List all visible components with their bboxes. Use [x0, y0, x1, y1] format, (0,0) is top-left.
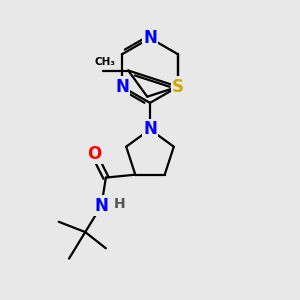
- Text: N: N: [143, 29, 157, 47]
- Text: N: N: [115, 78, 129, 96]
- Text: S: S: [172, 78, 184, 96]
- Text: CH₃: CH₃: [94, 57, 115, 67]
- Text: N: N: [143, 120, 157, 138]
- Text: O: O: [87, 145, 101, 163]
- Text: N: N: [94, 196, 108, 214]
- Text: H: H: [114, 197, 125, 211]
